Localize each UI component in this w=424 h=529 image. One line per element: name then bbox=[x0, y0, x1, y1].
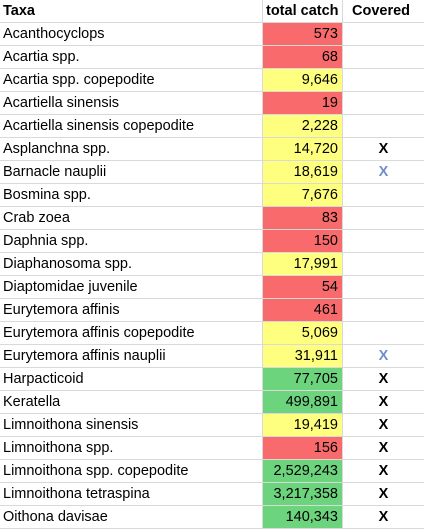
covered-cell[interactable] bbox=[343, 322, 424, 345]
taxa-cell[interactable]: Acartiella sinensis bbox=[0, 92, 263, 115]
total-catch-cell[interactable]: 19 bbox=[263, 92, 343, 115]
table-row: Daphnia spp. 150 bbox=[0, 230, 424, 253]
covered-cell[interactable] bbox=[343, 207, 424, 230]
taxa-cell[interactable]: Crab zoea bbox=[0, 207, 263, 230]
covered-cell[interactable]: X bbox=[343, 506, 424, 529]
covered-cell[interactable] bbox=[343, 69, 424, 92]
table-row: Oithona davisae 140,343 X bbox=[0, 506, 424, 529]
taxa-cell[interactable]: Acartiella sinensis copepodite bbox=[0, 115, 263, 138]
table-row: Eurytemora affinis copepodite 5,069 bbox=[0, 322, 424, 345]
total-catch-cell[interactable]: 2,529,243 bbox=[263, 460, 343, 483]
table-row: Acartiella sinensis copepodite 2,228 bbox=[0, 115, 424, 138]
covered-cell[interactable]: X bbox=[343, 437, 424, 460]
covered-cell[interactable]: X bbox=[343, 414, 424, 437]
taxa-cell[interactable]: Keratella bbox=[0, 391, 263, 414]
total-catch-cell[interactable]: 5,069 bbox=[263, 322, 343, 345]
covered-cell[interactable] bbox=[343, 276, 424, 299]
covered-cell[interactable]: X bbox=[343, 138, 424, 161]
table-row: Eurytemora affinis nauplii 31,911 X bbox=[0, 345, 424, 368]
taxa-cell[interactable]: Oithona davisae bbox=[0, 506, 263, 529]
covered-cell[interactable] bbox=[343, 115, 424, 138]
table-row: Eurytemora affinis 461 bbox=[0, 299, 424, 322]
covered-cell[interactable]: X bbox=[343, 483, 424, 506]
header-taxa[interactable]: Taxa bbox=[0, 0, 263, 23]
table-row: Limnoithona spp. 156 X bbox=[0, 437, 424, 460]
taxa-cell[interactable]: Acartia spp. copepodite bbox=[0, 69, 263, 92]
taxa-cell[interactable]: Acanthocyclops bbox=[0, 23, 263, 46]
taxa-cell[interactable]: Bosmina spp. bbox=[0, 184, 263, 207]
header-row: Taxa total catch Covered bbox=[0, 0, 424, 23]
covered-cell[interactable] bbox=[343, 46, 424, 69]
taxa-cell[interactable]: Diaptomidae juvenile bbox=[0, 276, 263, 299]
total-catch-cell[interactable]: 17,991 bbox=[263, 253, 343, 276]
table-row: Bosmina spp. 7,676 bbox=[0, 184, 424, 207]
covered-cell[interactable] bbox=[343, 92, 424, 115]
table-row: Diaptomidae juvenile 54 bbox=[0, 276, 424, 299]
table-row: Barnacle nauplii 18,619 X bbox=[0, 161, 424, 184]
taxa-cell[interactable]: Acartia spp. bbox=[0, 46, 263, 69]
total-catch-cell[interactable]: 150 bbox=[263, 230, 343, 253]
table-row: Limnoithona sinensis 19,419 X bbox=[0, 414, 424, 437]
covered-cell[interactable]: X bbox=[343, 345, 424, 368]
table-row: Acanthocyclops 573 bbox=[0, 23, 424, 46]
covered-cell[interactable]: X bbox=[343, 460, 424, 483]
total-catch-cell[interactable]: 19,419 bbox=[263, 414, 343, 437]
total-catch-cell[interactable]: 54 bbox=[263, 276, 343, 299]
table-row: Limnoithona spp. copepodite 2,529,243 X bbox=[0, 460, 424, 483]
total-catch-cell[interactable]: 7,676 bbox=[263, 184, 343, 207]
table-row: Diaphanosoma spp. 17,991 bbox=[0, 253, 424, 276]
total-catch-cell[interactable]: 31,911 bbox=[263, 345, 343, 368]
taxa-cell[interactable]: Limnoithona tetraspina bbox=[0, 483, 263, 506]
covered-cell[interactable]: X bbox=[343, 391, 424, 414]
total-catch-cell[interactable]: 68 bbox=[263, 46, 343, 69]
table-row: Limnoithona tetraspina 3,217,358 X bbox=[0, 483, 424, 506]
total-catch-cell[interactable]: 140,343 bbox=[263, 506, 343, 529]
covered-cell[interactable] bbox=[343, 299, 424, 322]
header-total-catch[interactable]: total catch bbox=[263, 0, 343, 23]
taxa-cell[interactable]: Limnoithona spp. copepodite bbox=[0, 460, 263, 483]
table-row: Crab zoea 83 bbox=[0, 207, 424, 230]
total-catch-cell[interactable]: 3,217,358 bbox=[263, 483, 343, 506]
total-catch-cell[interactable]: 573 bbox=[263, 23, 343, 46]
taxa-cell[interactable]: Eurytemora affinis copepodite bbox=[0, 322, 263, 345]
total-catch-cell[interactable]: 83 bbox=[263, 207, 343, 230]
table-row: Acartia spp. copepodite 9,646 bbox=[0, 69, 424, 92]
covered-cell[interactable]: X bbox=[343, 161, 424, 184]
covered-cell[interactable] bbox=[343, 184, 424, 207]
total-catch-cell[interactable]: 2,228 bbox=[263, 115, 343, 138]
covered-cell[interactable]: X bbox=[343, 368, 424, 391]
taxa-cell[interactable]: Barnacle nauplii bbox=[0, 161, 263, 184]
taxa-cell[interactable]: Harpacticoid bbox=[0, 368, 263, 391]
total-catch-cell[interactable]: 499,891 bbox=[263, 391, 343, 414]
total-catch-cell[interactable]: 77,705 bbox=[263, 368, 343, 391]
taxa-cell[interactable]: Diaphanosoma spp. bbox=[0, 253, 263, 276]
table-row: Harpacticoid 77,705 X bbox=[0, 368, 424, 391]
table-row: Acartia spp. 68 bbox=[0, 46, 424, 69]
header-covered[interactable]: Covered bbox=[343, 0, 424, 23]
total-catch-cell[interactable]: 9,646 bbox=[263, 69, 343, 92]
covered-cell[interactable] bbox=[343, 230, 424, 253]
taxa-cell[interactable]: Eurytemora affinis nauplii bbox=[0, 345, 263, 368]
total-catch-cell[interactable]: 156 bbox=[263, 437, 343, 460]
table-row: Keratella 499,891 X bbox=[0, 391, 424, 414]
covered-cell[interactable] bbox=[343, 23, 424, 46]
table-row: Acartiella sinensis 19 bbox=[0, 92, 424, 115]
total-catch-cell[interactable]: 18,619 bbox=[263, 161, 343, 184]
table-row: Asplanchna spp. 14,720 X bbox=[0, 138, 424, 161]
taxa-cell[interactable]: Eurytemora affinis bbox=[0, 299, 263, 322]
covered-cell[interactable] bbox=[343, 253, 424, 276]
taxa-cell[interactable]: Limnoithona sinensis bbox=[0, 414, 263, 437]
total-catch-cell[interactable]: 461 bbox=[263, 299, 343, 322]
taxa-cell[interactable]: Limnoithona spp. bbox=[0, 437, 263, 460]
taxa-cell[interactable]: Daphnia spp. bbox=[0, 230, 263, 253]
total-catch-cell[interactable]: 14,720 bbox=[263, 138, 343, 161]
taxa-cell[interactable]: Asplanchna spp. bbox=[0, 138, 263, 161]
